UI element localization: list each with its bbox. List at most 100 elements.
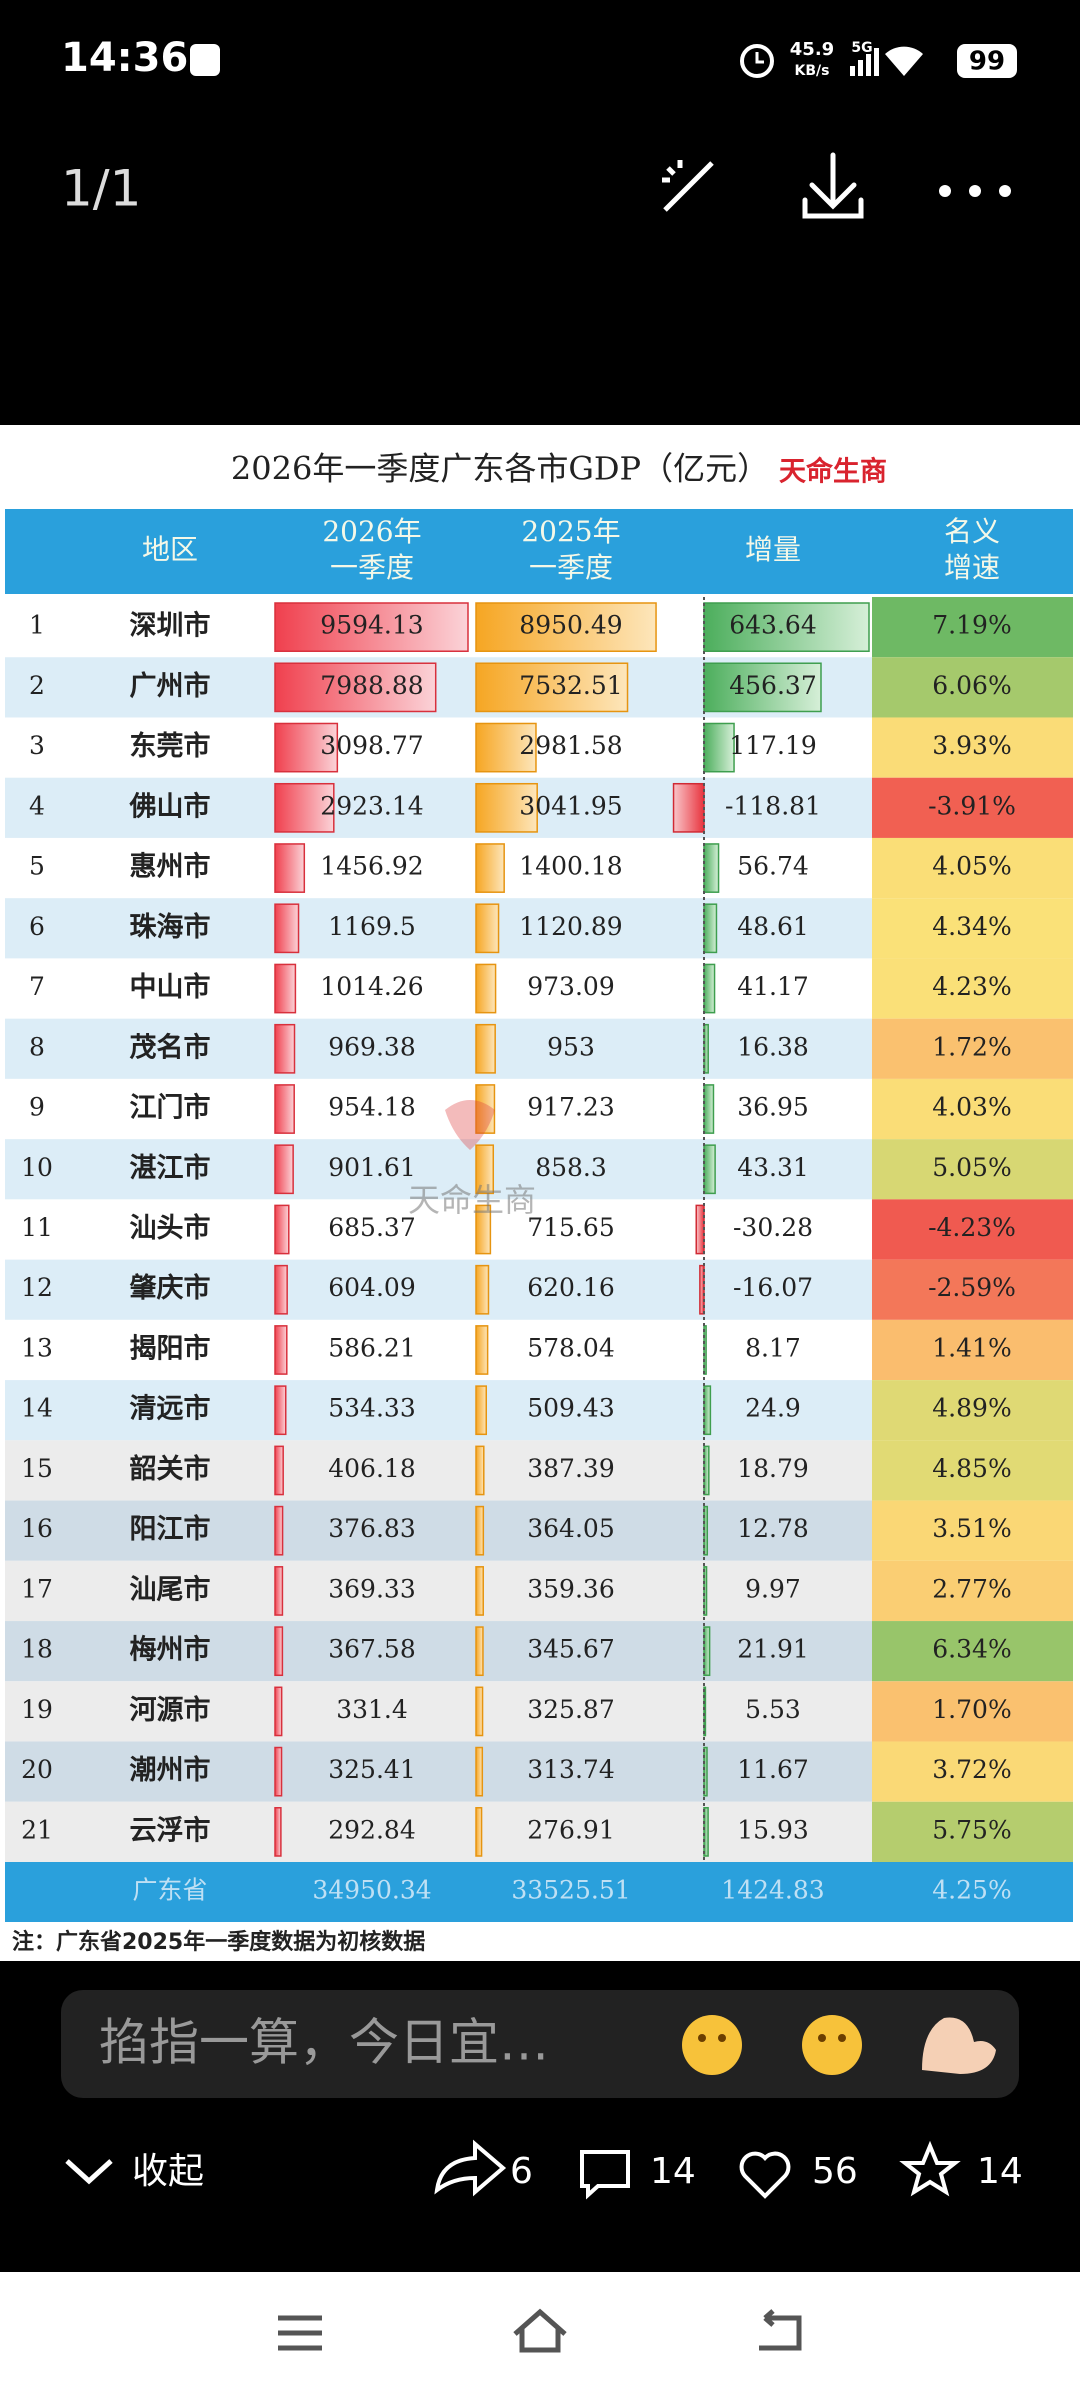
- rank: 13: [21, 1333, 53, 1362]
- gdp2026-value: 604.09: [328, 1273, 415, 1302]
- gdp2026-bar: [274, 1505, 284, 1556]
- gdp2026-value: 1014.26: [320, 972, 423, 1001]
- city: 深圳市: [130, 610, 211, 642]
- gdp2026-bar: [274, 722, 339, 773]
- rate-value: 7.19%: [932, 611, 1011, 640]
- gdp2025-value: 3041.95: [519, 791, 622, 820]
- download-button[interactable]: [802, 152, 864, 219]
- gdp2026-value: 586.21: [328, 1333, 415, 1362]
- gdp2026-bar: [274, 1626, 284, 1677]
- collapse-label[interactable]: 收起: [132, 2151, 204, 2192]
- gdp2026-value: 1456.92: [320, 852, 423, 881]
- total-increase: 1424.83: [721, 1876, 824, 1905]
- menu-button[interactable]: [278, 2315, 322, 2351]
- gdp2025-bar: [475, 1686, 484, 1737]
- increase-value: 5.53: [745, 1695, 801, 1724]
- increase-value: 15.93: [737, 1815, 809, 1844]
- share-icon[interactable]: [434, 2139, 507, 2197]
- rate-cell: [872, 1078, 1073, 1140]
- rank: 7: [29, 972, 45, 1001]
- gdp2025-value: 917.23: [527, 1093, 614, 1122]
- clock: 14:36: [61, 35, 188, 81]
- increase-bar: [703, 1144, 716, 1195]
- rate-cell: [872, 597, 1073, 658]
- battery-icon: [957, 44, 1017, 78]
- gdp2025-bar: [475, 1505, 485, 1556]
- increase-value: 12.78: [737, 1514, 809, 1543]
- rank: 1: [29, 611, 45, 640]
- increase-bar: [703, 903, 718, 954]
- home-button[interactable]: [513, 2308, 567, 2353]
- gdp2025-bar: [475, 782, 538, 833]
- rank: 15: [21, 1454, 53, 1483]
- notification-icon: [190, 44, 220, 76]
- rank: 19: [21, 1695, 53, 1724]
- emoji-button[interactable]: [922, 2017, 996, 2075]
- gdp2026-bar: [274, 963, 297, 1014]
- rate-value: 3.72%: [932, 1755, 1011, 1784]
- gdp2025-bar: [475, 1746, 484, 1797]
- magic-edit-button[interactable]: [662, 160, 714, 212]
- city: 广州市: [130, 670, 211, 702]
- nav-bar: [0, 2272, 1080, 2400]
- signal-icon: [850, 48, 879, 76]
- gdp2025-value: 359.36: [527, 1574, 614, 1603]
- emoji-button[interactable]: [682, 2015, 742, 2075]
- rate-value: 4.34%: [932, 912, 1011, 941]
- favorite-icon[interactable]: [899, 2140, 961, 2197]
- row-background: [5, 898, 872, 959]
- more-button[interactable]: [939, 185, 1011, 197]
- gdp2025-value: 509.43: [527, 1394, 614, 1423]
- increase-bar: [703, 1084, 715, 1134]
- gdp2025-bar: [475, 1084, 496, 1134]
- rank: 5: [29, 852, 45, 881]
- gdp2026-value: 376.83: [328, 1514, 415, 1543]
- row-background: [5, 1500, 872, 1561]
- city: 梅州市: [130, 1634, 211, 1666]
- rate-value: 3.93%: [932, 731, 1011, 760]
- rate-cell: [872, 1741, 1073, 1802]
- row-background: [5, 777, 872, 838]
- increase-value: 48.61: [737, 912, 809, 941]
- gdp2026-bar: [274, 602, 469, 652]
- gdp2026-bar: [274, 1807, 282, 1857]
- collapse-icon[interactable]: [65, 2159, 113, 2185]
- gdp2025-bar: [475, 1325, 489, 1375]
- rate-value: 2.77%: [932, 1574, 1011, 1603]
- gdp2026-value: 969.38: [328, 1032, 415, 1061]
- rate-value: 6.34%: [932, 1635, 1011, 1664]
- like-icon[interactable]: [739, 2151, 791, 2199]
- rate-cell: [872, 1319, 1073, 1381]
- header-label: 一季度: [529, 551, 613, 584]
- increase-bar: [703, 1505, 709, 1556]
- gdp2025-value: 8950.49: [519, 611, 622, 640]
- gdp2026-value: 331.4: [336, 1695, 408, 1724]
- gdp2026-value: 9594.13: [320, 611, 423, 640]
- increase-value: 11.67: [737, 1755, 809, 1784]
- total-gdp2025: 33525.51: [511, 1876, 630, 1905]
- gdp2026-bar: [274, 1023, 296, 1074]
- gdp2026-bar: [274, 1204, 290, 1255]
- city: 佛山市: [129, 790, 211, 822]
- city: 阳江市: [130, 1513, 211, 1545]
- rate-cell: [872, 1621, 1073, 1682]
- back-button[interactable]: [759, 2309, 802, 2351]
- gdp2026-bar: [274, 782, 335, 833]
- emoji-button[interactable]: [802, 2015, 862, 2075]
- comment-input[interactable]: [61, 1990, 1019, 2098]
- increase-value: 21.91: [737, 1635, 809, 1664]
- gdp2026-bar: [274, 1385, 287, 1436]
- increase-bar: [703, 1626, 711, 1677]
- share-count: 6: [510, 2151, 533, 2192]
- gdp2025-value: 620.16: [527, 1273, 614, 1302]
- increase-value: -118.81: [725, 791, 821, 820]
- alarm-icon: [740, 44, 774, 78]
- rank: 9: [29, 1093, 45, 1122]
- rank: 20: [21, 1755, 53, 1784]
- gdp2025-value: 276.91: [527, 1815, 614, 1844]
- comment-icon[interactable]: [580, 2150, 630, 2200]
- rate-cell: [872, 1199, 1073, 1260]
- city: 中山市: [130, 971, 211, 1003]
- gdp2025-value: 578.04: [527, 1333, 614, 1362]
